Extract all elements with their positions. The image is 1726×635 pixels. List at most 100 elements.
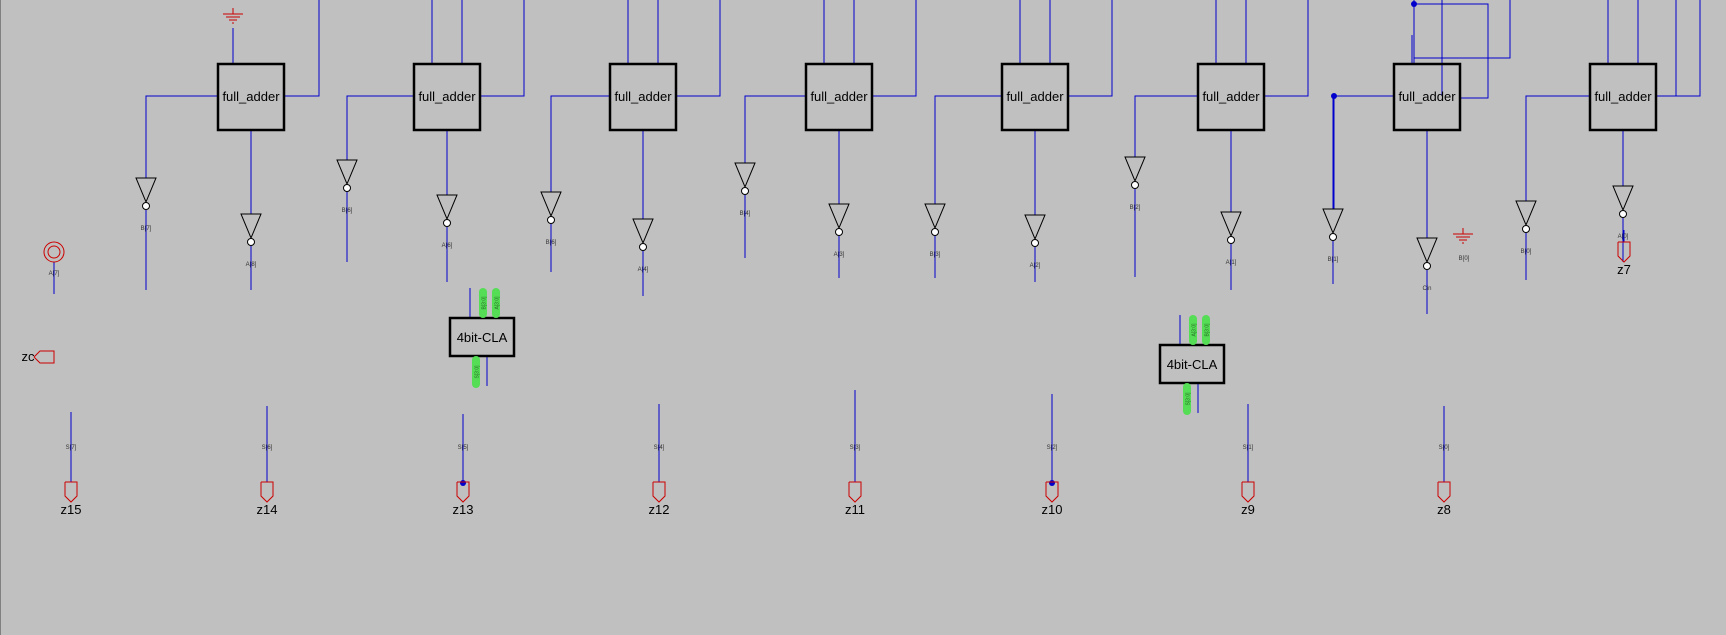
sum-net-label: S[2] <box>1047 445 1058 451</box>
cla-block <box>448 316 516 358</box>
b-inverter <box>336 159 358 186</box>
junction-dot <box>1331 93 1337 99</box>
inverter-bubble <box>343 184 351 192</box>
b-branch-wire <box>1332 95 1394 209</box>
b-inverter <box>734 162 756 189</box>
inverter-bubble <box>1031 239 1039 247</box>
full-adder-label: full_adder <box>1398 89 1456 104</box>
output-port-label: z8 <box>1437 502 1451 517</box>
b-branch-wire <box>934 95 1002 204</box>
bus-pin <box>492 288 500 318</box>
b-inverter <box>924 203 946 230</box>
full-adder-block <box>216 62 286 132</box>
junction-dot <box>1049 480 1055 486</box>
inverter-bubble <box>1131 181 1139 189</box>
cla-block <box>1158 343 1226 385</box>
bus-pin <box>479 288 487 318</box>
inverter-bubble <box>1423 262 1431 270</box>
sum-net-label: S[4] <box>654 445 665 451</box>
a-inverter <box>1024 214 1046 241</box>
output-port-label: z11 <box>845 502 865 517</box>
inverter-bubble <box>931 228 939 236</box>
cla-label: 4bit-CLA <box>457 330 508 345</box>
inverter-bubble <box>142 202 150 210</box>
a-net-label: A[4] <box>638 267 649 273</box>
output-port-label: z12 <box>649 502 670 517</box>
inverter-bubble <box>1619 210 1627 218</box>
full-adder-label: full_adder <box>1202 89 1260 104</box>
inverter-bubble <box>247 238 255 246</box>
inverter-bubble <box>1329 233 1337 241</box>
inverter-bubble <box>639 243 647 251</box>
b-inverter <box>1322 208 1344 235</box>
b-net-label: B[4] <box>740 211 751 217</box>
full-adder-label: full_adder <box>222 89 280 104</box>
full-adder-block <box>1196 62 1266 132</box>
sum-net-label: S[3] <box>850 445 861 451</box>
feedback-wire <box>1413 3 1489 99</box>
b-net-label: B[7] <box>141 226 152 232</box>
sum-net-label: S[7] <box>66 445 77 451</box>
a-inverter <box>436 194 458 221</box>
output-port-label: z9 <box>1241 502 1255 517</box>
carry-in-wire <box>1333 95 1394 209</box>
output-port <box>456 481 470 503</box>
full-adder-block <box>608 62 678 132</box>
carry-wire <box>1656 0 1701 97</box>
carry-wire <box>1656 0 1677 97</box>
b-net-label: B[3] <box>930 252 941 258</box>
full-adder-block <box>1588 62 1658 132</box>
bus-pin <box>1189 315 1197 345</box>
sum-net-label: S[1] <box>1243 445 1254 451</box>
b-inverter <box>1124 156 1146 183</box>
output-port <box>652 481 666 503</box>
b-inverter <box>540 191 562 218</box>
a-net-label: A[3] <box>834 252 845 258</box>
a-inverter <box>632 218 654 245</box>
feedback-wire <box>1414 0 1511 59</box>
b-net-label: B[6] <box>546 240 557 246</box>
bus-pin-label: S[3:0] <box>1185 392 1191 406</box>
full-adder-label: full_adder <box>810 89 868 104</box>
ground-net-label: B[0] <box>1459 256 1470 262</box>
label-layer: full_adder B[7] A[8] full_adder B[6] A[6] full… <box>22 89 1653 517</box>
full-adder-label: full_adder <box>1006 89 1064 104</box>
output-port-label: z15 <box>61 502 82 517</box>
a-net-label: A[6] <box>442 243 453 249</box>
sum-net-label: S[6] <box>262 445 273 451</box>
b-net-label: B[0] <box>1521 249 1532 255</box>
inverter-bubble <box>1227 236 1235 244</box>
wire-layer <box>53 0 1701 486</box>
carry-wire <box>1068 0 1113 97</box>
inverter-bubble <box>547 216 555 224</box>
b-branch-wire <box>550 95 610 192</box>
full-adder-label: full_adder <box>418 89 476 104</box>
output-port <box>260 481 274 503</box>
a-inverter <box>828 203 850 230</box>
full-adder-block <box>412 62 482 132</box>
output-port-label: z13 <box>453 502 474 517</box>
a-net-label: A[0] <box>1618 234 1629 240</box>
carry-wire <box>1264 0 1309 97</box>
cla-label: 4bit-CLA <box>1167 357 1218 372</box>
a-net-label: A[1] <box>1226 260 1237 266</box>
output-port <box>33 350 55 364</box>
inverter-bubble <box>835 228 843 236</box>
input-net-label: A[7] <box>49 271 60 277</box>
full-adder-block <box>804 62 874 132</box>
b-branch-wire <box>1525 95 1590 201</box>
a-net-label: Cin <box>1422 286 1431 292</box>
inverter-bubble <box>741 187 749 195</box>
inverter-bubble <box>443 219 451 227</box>
b-net-label: B[2] <box>1130 205 1141 211</box>
carry-wire <box>676 0 721 97</box>
a-inverter <box>240 213 262 240</box>
b-branch-wire <box>1134 95 1198 157</box>
carry-wire <box>480 0 525 97</box>
output-port-label: z10 <box>1042 502 1063 517</box>
zc-port-label: zc <box>22 349 36 364</box>
bus-pin-label: S[3:0] <box>474 365 480 379</box>
output-port <box>848 481 862 503</box>
input-port-icon <box>43 241 65 263</box>
